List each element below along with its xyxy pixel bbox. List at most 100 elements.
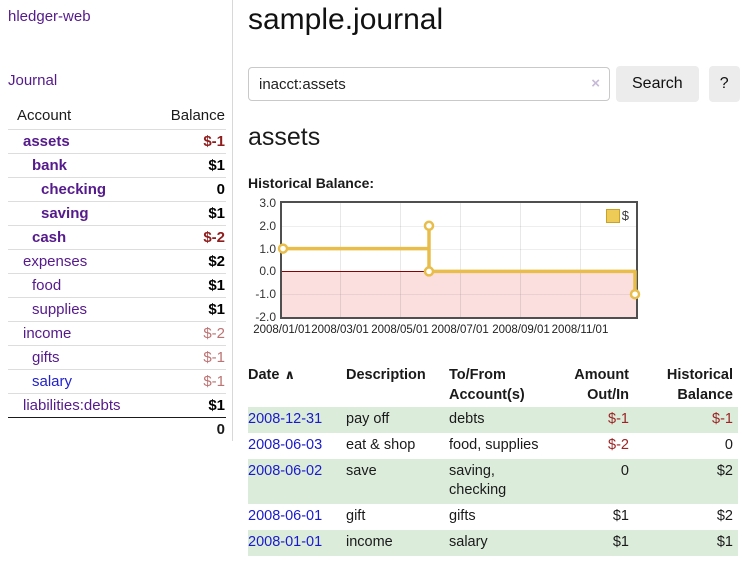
gridline [580, 203, 581, 317]
balance-column-header: Historical Balance [666, 367, 733, 403]
transaction-description: save [346, 463, 377, 479]
chart-legend: $ [605, 208, 629, 223]
sidebar-account-bank[interactable]: bank $1 [8, 153, 226, 177]
account-link[interactable]: food [32, 277, 62, 294]
negative-region [282, 271, 636, 317]
sidebar-account-income[interactable]: income $-2 [8, 321, 226, 345]
transaction-balance: 0 [724, 437, 733, 453]
sidebar-account-assets[interactable]: assets $-1 [8, 129, 226, 153]
account-balance: $1 [208, 301, 225, 318]
data-point-marker [423, 266, 435, 277]
transaction-balance: $-1 [712, 411, 733, 427]
register-header-row: Date ∧ Description To/From Account(s) Amo… [248, 363, 738, 407]
register-row[interactable]: 2008-06-01 gift gifts $1 $2 [248, 504, 738, 530]
sidebar-account-checking[interactable]: checking 0 [8, 177, 226, 201]
account-balance: $1 [208, 397, 225, 414]
gridline [460, 203, 461, 317]
transaction-amount: $-2 [608, 437, 629, 453]
transaction-description: eat & shop [346, 437, 416, 453]
transaction-description: pay off [346, 411, 390, 427]
x-tick: 2008/05/01 [371, 324, 429, 336]
transaction-accounts: debts [449, 411, 485, 427]
y-tick: -1.0 [255, 287, 276, 302]
account-balance: $-1 [203, 133, 225, 150]
transaction-date-link[interactable]: 2008-06-02 [248, 463, 323, 479]
transaction-date-link[interactable]: 2008-12-31 [248, 411, 323, 427]
account-balance: $2 [208, 253, 225, 270]
x-tick: 2008/03/01 [311, 324, 369, 336]
search-button[interactable]: Search [616, 66, 699, 102]
transaction-date-link[interactable]: 2008-06-03 [248, 437, 323, 453]
register-row[interactable]: 2008-12-31 pay off debts $-1 $-1 [248, 407, 738, 433]
account-link[interactable]: saving [41, 205, 89, 222]
sidebar-account-supplies[interactable]: supplies $1 [8, 297, 226, 321]
sidebar-account-gifts[interactable]: gifts $-1 [8, 345, 226, 369]
gridline [282, 248, 636, 250]
amount-column-header: Amount Out/In [574, 367, 629, 403]
brand-link[interactable]: hledger-web [8, 8, 91, 25]
help-button[interactable]: ? [708, 66, 740, 102]
account-link[interactable]: supplies [32, 301, 88, 318]
sidebar-account-saving[interactable]: saving $1 [8, 201, 226, 225]
account-tree-header: Account Balance [8, 105, 226, 129]
account-column-header: Account [17, 107, 72, 124]
account-link[interactable]: income [23, 325, 72, 342]
register-row[interactable]: 2008-01-01 income salary $1 $1 [248, 530, 738, 556]
account-link[interactable]: expenses [23, 253, 88, 270]
account-link[interactable]: cash [32, 229, 67, 246]
transaction-amount: $1 [612, 534, 629, 550]
app-layout: hledger-web Journal Account Balance asse… [0, 0, 742, 556]
transaction-date-link[interactable]: 2008-06-01 [248, 508, 323, 524]
account-link[interactable]: liabilities:debts [23, 397, 121, 414]
search-input-wrapper: × [248, 67, 610, 101]
main-content: sample.journal × Search ? assets Histori… [233, 0, 742, 556]
account-link[interactable]: checking [41, 181, 107, 198]
data-point-marker [277, 243, 289, 254]
sidebar-account-cash[interactable]: cash $-2 [8, 225, 226, 249]
transaction-balance: $2 [716, 463, 733, 479]
account-link[interactable]: bank [32, 157, 68, 174]
sidebar-account-food[interactable]: food $1 [8, 273, 226, 297]
sidebar-account-expenses[interactable]: expenses $2 [8, 249, 226, 273]
register-row[interactable]: 2008-06-02 save saving, checking 0 $2 [248, 459, 738, 504]
balance-column-header: Balance [170, 107, 225, 124]
clear-search-icon[interactable]: × [591, 75, 600, 92]
historical-balance-chart: 3.0 2.0 1.0 0.0 -1.0 -2.0 [248, 196, 648, 343]
y-tick: 1.0 [259, 241, 276, 256]
chart-plot-area: $ [277, 201, 641, 319]
account-column-header: To/From Account(s) [449, 367, 525, 403]
register-row[interactable]: 2008-06-03 eat & shop food, supplies $-2… [248, 433, 738, 459]
transaction-balance: $1 [716, 534, 733, 550]
date-column-header[interactable]: Date ∧ [248, 363, 346, 407]
gridline [282, 225, 636, 227]
search-input[interactable] [248, 67, 610, 101]
account-balance: $-1 [203, 373, 225, 390]
legend-label: $ [621, 208, 629, 223]
gridline [400, 203, 401, 317]
balance-series-line [277, 220, 641, 300]
account-balance: $-2 [203, 325, 225, 342]
sidebar: hledger-web Journal Account Balance asse… [0, 0, 233, 441]
transaction-balance: $2 [716, 508, 733, 524]
y-tick: 0.0 [259, 264, 276, 279]
transaction-description: gift [346, 508, 366, 524]
account-balance: $1 [208, 205, 225, 222]
account-link[interactable]: assets [23, 133, 70, 150]
data-point-marker [423, 220, 435, 232]
transaction-accounts: gifts [449, 508, 476, 524]
description-column-header: Description [346, 367, 426, 383]
sidebar-account-liabilities-debts[interactable]: liabilities:debts $1 [8, 393, 226, 417]
account-balance: 0 [216, 181, 225, 198]
x-tick: 2008/09/01 [492, 324, 550, 336]
date-header-label: Date [248, 367, 280, 383]
sidebar-account-salary[interactable]: salary $-1 [8, 369, 226, 393]
search-form: × Search ? [248, 66, 742, 102]
account-balance: $-2 [203, 229, 225, 246]
account-link[interactable]: salary [32, 373, 73, 390]
account-link[interactable]: gifts [32, 349, 60, 366]
transaction-accounts: saving, checking [449, 463, 507, 498]
accounts-total-row: 0 [8, 417, 226, 441]
sidebar-item-journal[interactable]: Journal [8, 72, 58, 89]
transaction-amount: $1 [612, 508, 629, 524]
transaction-date-link[interactable]: 2008-01-01 [248, 534, 323, 550]
